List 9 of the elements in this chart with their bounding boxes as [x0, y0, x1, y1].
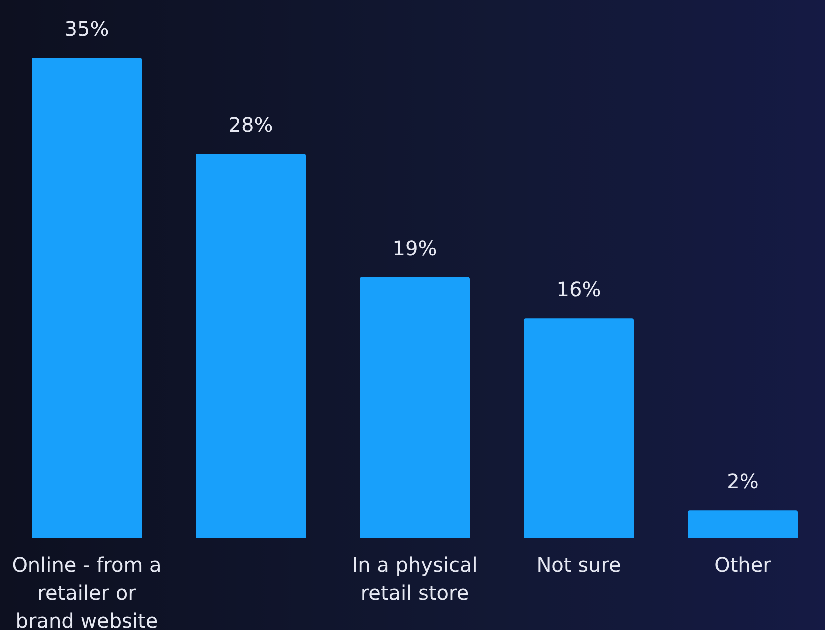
- x-tick-label: In a physical retail store: [352, 553, 478, 605]
- x-tick-label: Other: [714, 553, 772, 577]
- x-tick-label: Online - from a retailer or brand website: [12, 553, 162, 630]
- x-tick-label: Not sure: [536, 553, 622, 577]
- data-label: 16%: [556, 278, 602, 302]
- data-label: 2%: [727, 470, 759, 494]
- data-label: 28%: [228, 113, 274, 137]
- data-label: 19%: [392, 236, 438, 260]
- data-label: 35%: [64, 17, 110, 41]
